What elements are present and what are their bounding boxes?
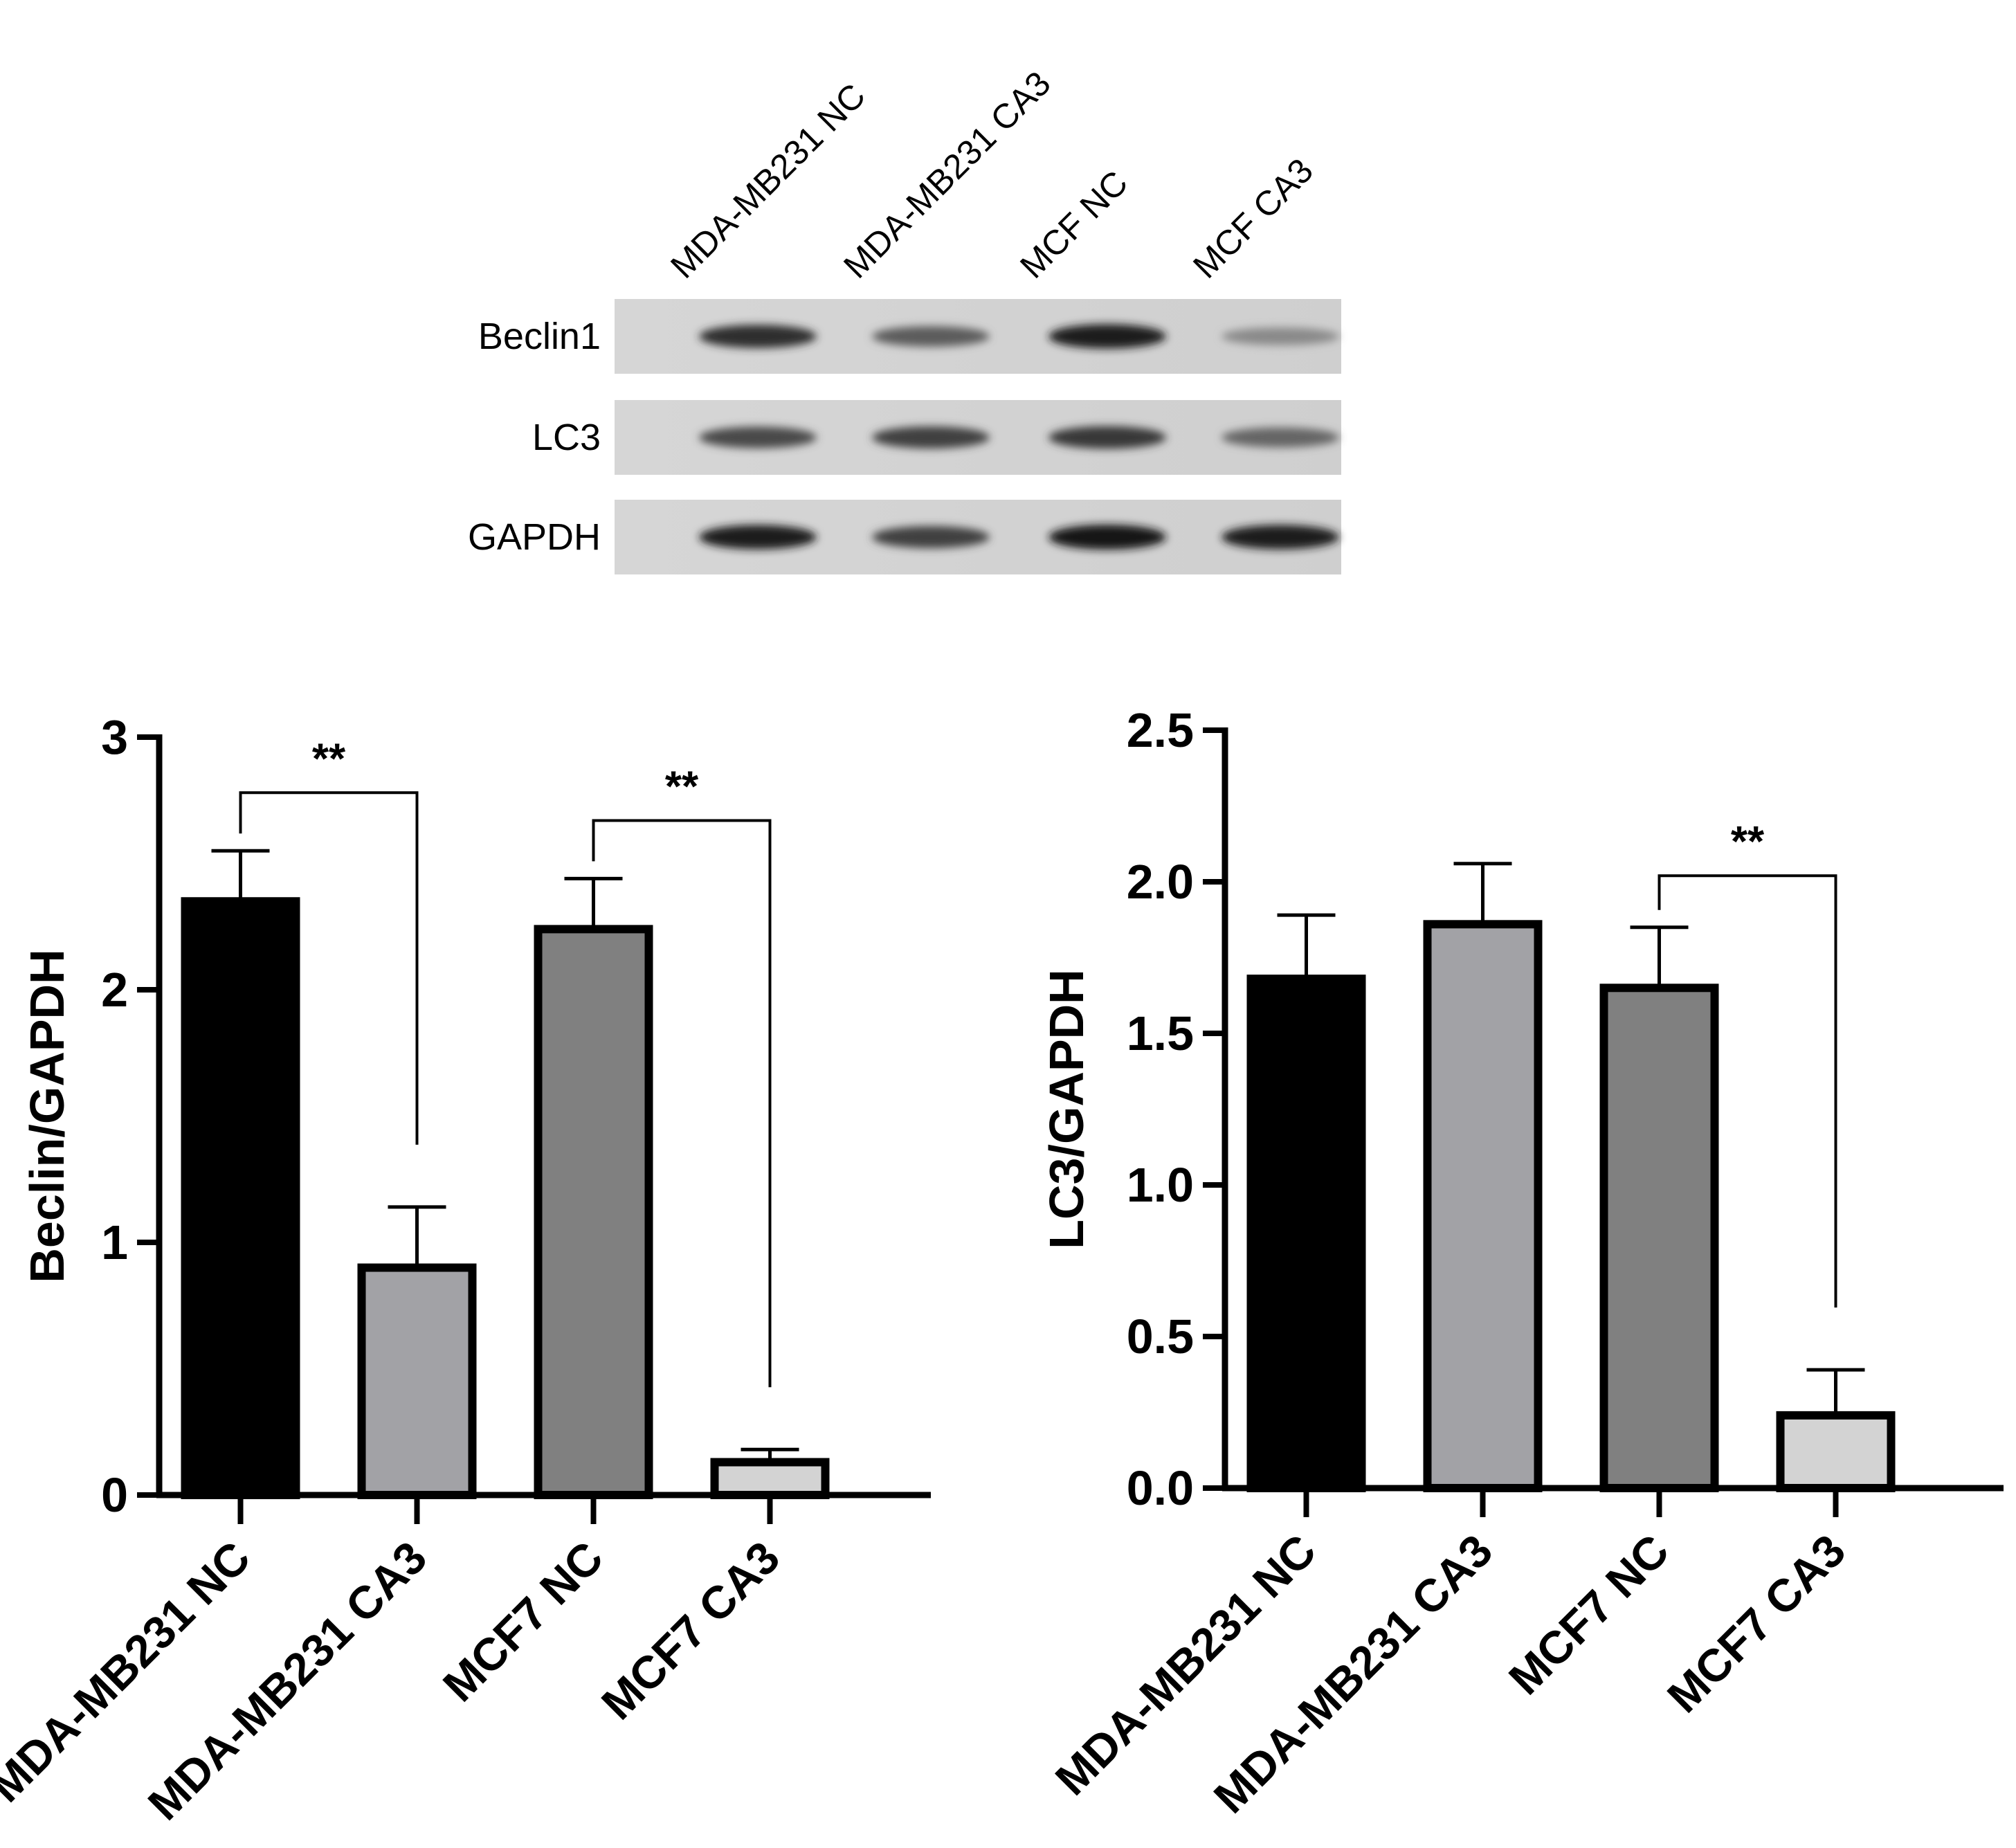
bar [1246,975,1366,1493]
significance-bracket [592,819,772,1388]
bar [1599,984,1719,1493]
bar [357,1263,477,1499]
blot-band [872,326,990,347]
significance-label: ** [1731,818,1765,866]
blot-band [699,325,817,348]
y-tick-label: 0.0 [1127,1461,1194,1515]
y-tick-label: 2 [101,963,128,1017]
blot-band [872,526,990,548]
blot-band [699,426,817,449]
category-label: MCF7 NC [1499,1525,1679,1705]
lane-label: MCF CA3 [1186,151,1320,286]
y-axis-title: Beclin/GAPDH [20,949,74,1283]
blot-band [1048,324,1166,349]
lane-label: MCF NC [1012,163,1135,286]
blot-row-label: GAPDH [468,516,601,558]
bar [1776,1411,1896,1493]
bar [1423,920,1543,1492]
blot-band [1048,426,1166,449]
y-tick-label: 1 [101,1215,128,1269]
significance-label: ** [312,735,346,783]
blot-row-label: Beclin1 [478,316,601,357]
significance-bracket [1658,874,1837,1308]
significance-label: ** [665,763,699,810]
category-label: MCF7 CA3 [1658,1525,1855,1723]
y-axis-title: LC3/GAPDH [1039,969,1093,1249]
bar [534,925,653,1499]
blot-band [1222,427,1339,448]
blot-band [872,426,990,449]
bar [181,897,300,1499]
blot-row-label: LC3 [532,417,601,458]
blot-band [1222,327,1339,345]
significance-bracket [239,791,419,1145]
bar [710,1458,830,1500]
y-tick-label: 2.0 [1127,855,1194,909]
y-tick-label: 1.0 [1127,1158,1194,1212]
y-tick-label: 0 [101,1468,128,1522]
y-tick-label: 1.5 [1127,1006,1194,1060]
y-tick-label: 2.5 [1127,703,1194,757]
blot-band [699,525,817,550]
category-label: MCF7 CA3 [592,1532,790,1730]
blot-band [1048,525,1166,550]
y-tick-label: 0.5 [1127,1310,1194,1364]
y-tick-label: 3 [101,710,128,764]
category-label: MCF7 NC [433,1532,613,1712]
blot-band [1222,525,1339,550]
